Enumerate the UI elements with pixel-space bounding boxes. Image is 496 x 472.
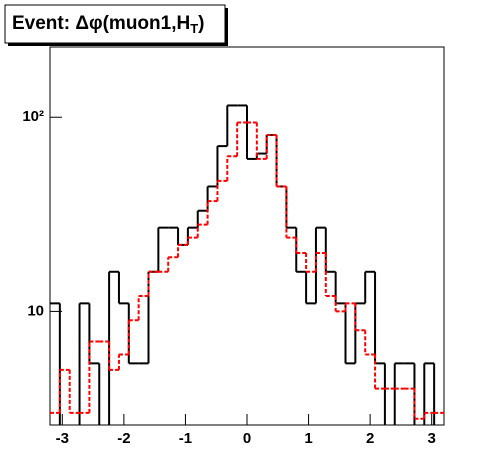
title-box	[4, 4, 226, 44]
y-tick-label: 10²	[22, 108, 44, 125]
chart-title: Event: Δφ(muon1,HT)	[12, 13, 204, 36]
y-tick-label: 10	[27, 302, 44, 319]
x-tick-label: 1	[304, 430, 312, 447]
x-tick-label: -2	[117, 430, 130, 447]
plot-area	[50, 104, 444, 425]
x-tick-label: 2	[366, 430, 374, 447]
x-tick-label: 3	[428, 430, 436, 447]
x-tick-label: -3	[56, 430, 69, 447]
x-tick-label: 0	[243, 430, 251, 447]
x-tick-label: -1	[179, 430, 192, 447]
